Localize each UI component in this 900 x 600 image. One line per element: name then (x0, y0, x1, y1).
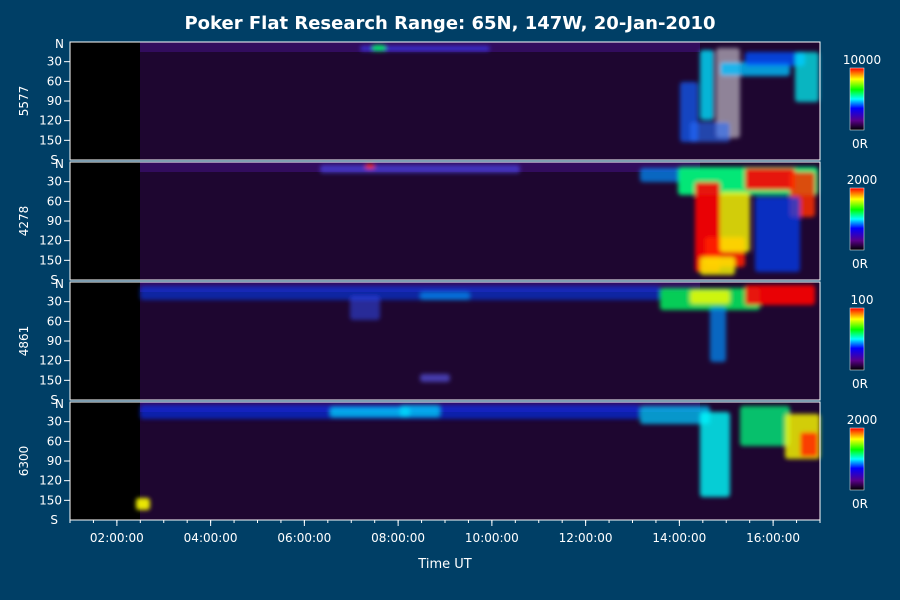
y-tick-label: 120 (39, 354, 62, 368)
emission-region (800, 432, 818, 457)
aurora-emission (320, 164, 818, 275)
x-tick-label: 04:00:00 (184, 531, 238, 545)
emission-region (350, 296, 380, 320)
emission-region (360, 46, 490, 51)
y-tick-label: 60 (47, 74, 62, 88)
y-tick-label: 150 (39, 373, 62, 387)
y-tick-label: 90 (47, 94, 62, 108)
emission-region (136, 498, 150, 510)
emission-region (400, 405, 440, 417)
emission-region (745, 52, 805, 66)
y-tick-label: N (55, 277, 64, 291)
y-tick-label: 60 (47, 314, 62, 328)
panel-4861: N S 30 60 90 120 150 4861 100 0R (17, 277, 873, 407)
x-tick-label: 02:00:00 (90, 531, 144, 545)
x-tick-label: 10:00:00 (465, 531, 519, 545)
emission-region (700, 412, 730, 497)
colorbar-min-label: 0R (852, 497, 868, 511)
y-tick-label: 90 (47, 214, 62, 228)
y-tick-label: N (55, 37, 64, 51)
colorbar (849, 67, 865, 131)
panel-wavelength-label: 4861 (17, 326, 31, 357)
y-tick-label: 60 (47, 194, 62, 208)
emission-region (740, 406, 790, 446)
colorbar-max-label: 2000 (847, 413, 878, 427)
x-axis: 02:00:00 04:00:00 06:00:00 08:00:00 10:00:00… (69, 520, 821, 545)
x-tick-label: 06:00:00 (277, 531, 331, 545)
emission-region (420, 292, 470, 300)
x-tick-label: 08:00:00 (371, 531, 425, 545)
colorbar (849, 187, 865, 251)
emission-region (420, 374, 450, 382)
y-tick-label: 150 (39, 493, 62, 507)
x-tick-label: 16:00:00 (746, 531, 800, 545)
emission-region (320, 165, 520, 173)
colorbar-min-label: 0R (852, 377, 868, 391)
y-tick-label: N (55, 157, 64, 171)
y-tick-label: 90 (47, 454, 62, 468)
colorbar-min-label: 0R (852, 137, 868, 151)
y-tick-label: S (50, 393, 58, 407)
emission-region (745, 285, 815, 305)
y-tick-label: 120 (39, 234, 62, 248)
colorbar-max-label: 2000 (847, 173, 878, 187)
colorbar-max-label: 100 (851, 293, 874, 307)
panel-5577: N S 30 60 90 120 150 5577 10000 0R (17, 37, 881, 167)
y-tick-label: 150 (39, 253, 62, 267)
colorbar (849, 427, 865, 491)
emission-region (330, 407, 410, 417)
chart-title: Poker Flat Research Range: 65N, 147W, 20… (184, 13, 715, 34)
y-tick-label: S (50, 513, 58, 527)
emission-region (720, 192, 750, 252)
panel-wavelength-label: 4278 (17, 206, 31, 237)
emission-region (690, 290, 730, 304)
emission-region (795, 52, 819, 102)
y-tick-label: S (50, 273, 58, 287)
emission-region (140, 286, 660, 300)
y-tick-label: 30 (47, 175, 62, 189)
y-tick-label: 120 (39, 114, 62, 128)
emission-region (755, 197, 800, 272)
x-tick-label: 14:00:00 (652, 531, 706, 545)
panel-wavelength-label: 5577 (17, 86, 31, 117)
y-tick-label: 30 (47, 55, 62, 69)
y-tick-label: 60 (47, 434, 62, 448)
emission-region (700, 50, 714, 120)
panel-4278: N S 30 60 90 120 150 4278 2000 0R (17, 157, 877, 287)
emission-region (640, 406, 710, 424)
aurora-emission (360, 45, 819, 142)
y-tick-label: 90 (47, 334, 62, 348)
x-axis-label: Time UT (417, 557, 471, 572)
emission-region (365, 164, 375, 169)
colorbar-max-label: 10000 (843, 53, 881, 67)
colorbar (849, 307, 865, 371)
colorbar-min-label: 0R (852, 257, 868, 271)
panels: NS3060901201505577100000RNS3060901201504… (17, 37, 881, 527)
panel-wavelength-label: 6300 (17, 446, 31, 477)
emission-region (710, 307, 726, 362)
y-tick-label: S (50, 153, 58, 167)
emission-region (640, 168, 680, 182)
y-tick-label: N (55, 397, 64, 411)
emission-region (372, 45, 386, 51)
emission-region (700, 257, 735, 275)
aurora-emission (140, 285, 815, 382)
x-tick-label: 12:00:00 (559, 531, 613, 545)
y-tick-label: 30 (47, 415, 62, 429)
y-tick-label: 150 (39, 133, 62, 147)
aurora-emission (136, 405, 820, 510)
y-tick-label: 30 (47, 295, 62, 309)
emission-region (745, 168, 795, 190)
panel-6300: N S 30 60 90 120 150 6300 2000 0R (17, 397, 877, 527)
emission-region (690, 122, 730, 142)
y-tick-label: 120 (39, 474, 62, 488)
